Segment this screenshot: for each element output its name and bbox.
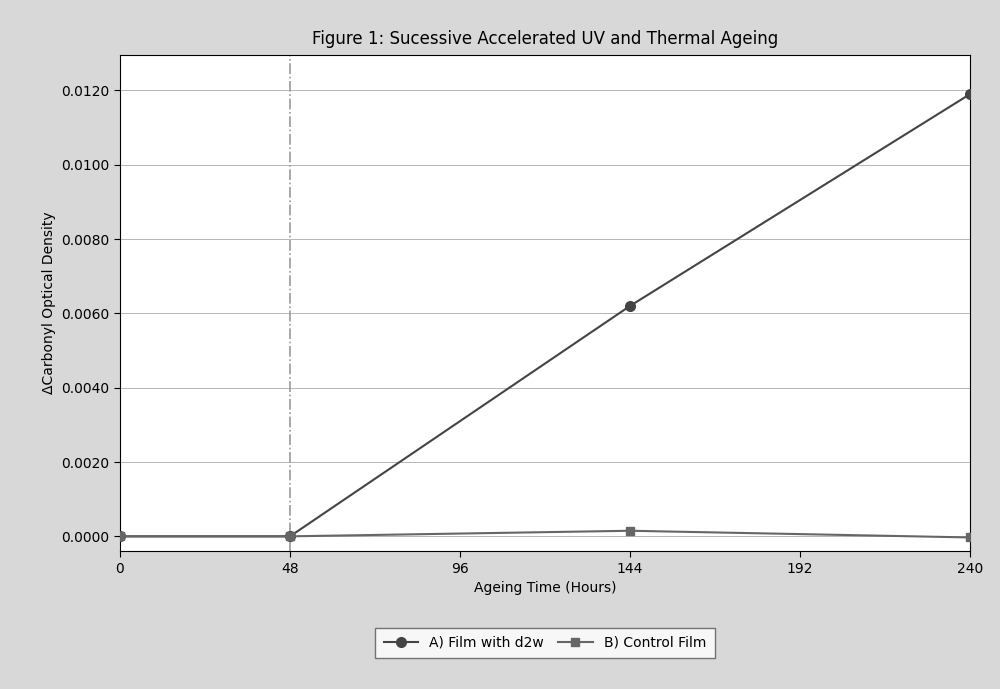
B) Control Film: [964, 533, 976, 542]
B) Control Film: [624, 526, 636, 535]
B) Control Film: [114, 532, 126, 540]
Y-axis label: ΔCarbonyl Optical Density: ΔCarbonyl Optical Density: [42, 212, 56, 395]
B) Control Film: [284, 532, 296, 540]
Legend: A) Film with d2w, B) Control Film: A) Film with d2w, B) Control Film: [375, 628, 715, 658]
Line: A) Film with d2w: A) Film with d2w: [115, 90, 975, 541]
A) Film with d2w: [284, 532, 296, 540]
Title: Figure 1: Sucessive Accelerated UV and Thermal Ageing: Figure 1: Sucessive Accelerated UV and T…: [312, 30, 778, 48]
Line: B) Control Film: B) Control Film: [116, 526, 974, 542]
A) Film with d2w: [964, 90, 976, 99]
A) Film with d2w: [114, 532, 126, 540]
X-axis label: Ageing Time (Hours): Ageing Time (Hours): [474, 582, 616, 595]
A) Film with d2w: [624, 302, 636, 310]
